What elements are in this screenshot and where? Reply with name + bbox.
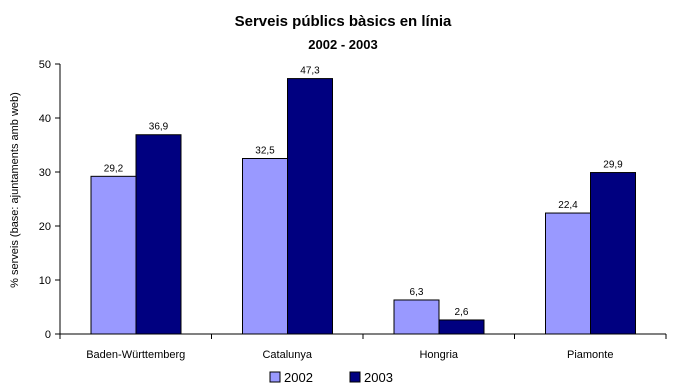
category-label: Piamonte xyxy=(567,349,613,361)
bar-2003-3 xyxy=(590,172,636,335)
y-tick-label: 10 xyxy=(39,275,51,287)
y-tick-label: 50 xyxy=(39,59,51,71)
plot-area: 0 10 20 30 40 50 29,2 36,9 Baden-Württemberg 32,5… xyxy=(39,59,667,361)
bar-2003-1 xyxy=(287,78,333,335)
data-label: 29,2 xyxy=(104,163,124,174)
category-label: Baden-Württemberg xyxy=(86,349,185,361)
y-tick-label: 20 xyxy=(39,221,51,233)
y-tick-label: 40 xyxy=(39,113,51,125)
y-tick-label: 30 xyxy=(39,167,51,179)
data-label: 2,6 xyxy=(455,307,469,318)
legend-label-2002: 2002 xyxy=(284,370,313,385)
data-label: 29,9 xyxy=(603,160,623,171)
category-label: Catalunya xyxy=(262,349,312,361)
bar-2002-0 xyxy=(90,175,137,335)
chart-subtitle: 2002 - 2003 xyxy=(308,37,377,52)
legend-swatch-2003 xyxy=(349,371,361,383)
legend-label-2003: 2003 xyxy=(364,370,393,385)
bar-2003-0 xyxy=(135,134,182,335)
bar-2003-2 xyxy=(438,319,485,335)
category-label: Hongria xyxy=(419,349,458,361)
bar-2002-1 xyxy=(242,158,288,335)
chart-title: Serveis públics bàsics en línia xyxy=(235,13,452,30)
legend: 2002 2003 xyxy=(269,370,393,385)
data-label: 47,3 xyxy=(300,66,320,77)
bar-2002-2 xyxy=(393,299,440,335)
data-label: 32,5 xyxy=(255,146,275,157)
legend-swatch-2002 xyxy=(269,371,281,383)
bar-2002-3 xyxy=(545,212,591,335)
data-label: 36,9 xyxy=(149,122,169,133)
y-axis-label: % serveis (base: ajuntaments amb web) xyxy=(9,92,21,288)
y-tick-label: 0 xyxy=(45,329,51,341)
data-label: 6,3 xyxy=(410,287,424,298)
data-label: 22,4 xyxy=(558,200,578,211)
